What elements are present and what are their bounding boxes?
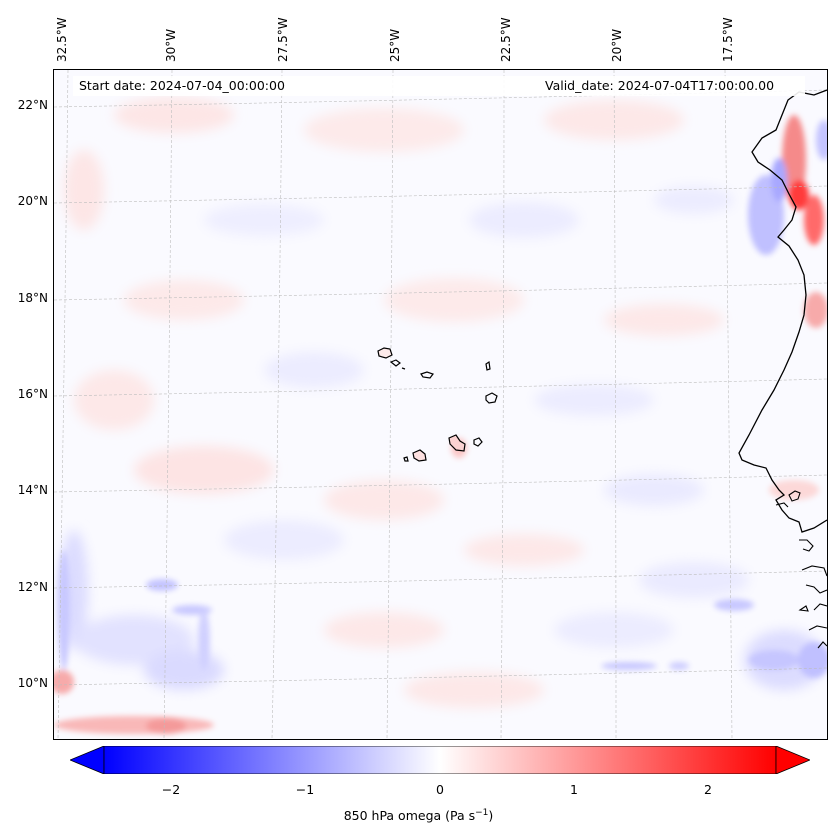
colorbar-gradient [103,745,777,775]
lat-label: 22°N [17,98,48,112]
lon-label: 27.5°W [276,17,290,62]
omega-field [54,70,827,739]
colorbar-tick-label: −2 [161,782,181,797]
lon-label: 25°W [388,28,402,62]
colorbar-title-text: 850 hPa omega (Pa s [343,808,476,824]
cape-verde-islands [377,347,498,462]
valid-date-label: Valid_date: 2024-07-04T17:00:00.00 [545,78,775,93]
lon-label: 17.5°W [721,17,735,62]
colorbar-tick-label: −1 [295,782,315,797]
african-coastline [738,89,827,533]
colorbar-tick-label: 2 [704,782,712,797]
colorbar-high-extend [775,745,812,775]
lat-label: 20°N [17,194,48,208]
lat-label: 10°N [17,676,48,690]
lat-label: 12°N [17,580,48,594]
field-patches [60,97,824,708]
lat-label: 16°N [17,387,48,401]
coastline-details [775,490,827,649]
lon-label: 32.5°W [55,17,69,62]
colorbar-tick-label: 0 [436,782,444,797]
lat-label: 18°N [17,291,48,305]
lon-label: 20°W [610,28,624,62]
colorbar-svg [68,745,812,778]
lat-label: 14°N [17,483,48,497]
lon-label: 22.5°W [499,17,513,62]
colorbar-title-close: ) [488,808,494,824]
colorbar-title-sup: −1 [475,808,489,818]
colorbar-tick-label: 1 [570,782,578,797]
lon-label: 30°W [164,28,178,62]
colorbar [68,745,812,778]
start-date-label: Start date: 2024-07-04_00:00:00 [79,78,285,93]
field-features [54,115,827,734]
colorbar-low-extend [68,745,105,775]
map-panel[interactable] [53,69,828,740]
date-bar [73,76,805,96]
colorbar-title: 850 hPa omega (Pa s−1) [0,808,837,823]
